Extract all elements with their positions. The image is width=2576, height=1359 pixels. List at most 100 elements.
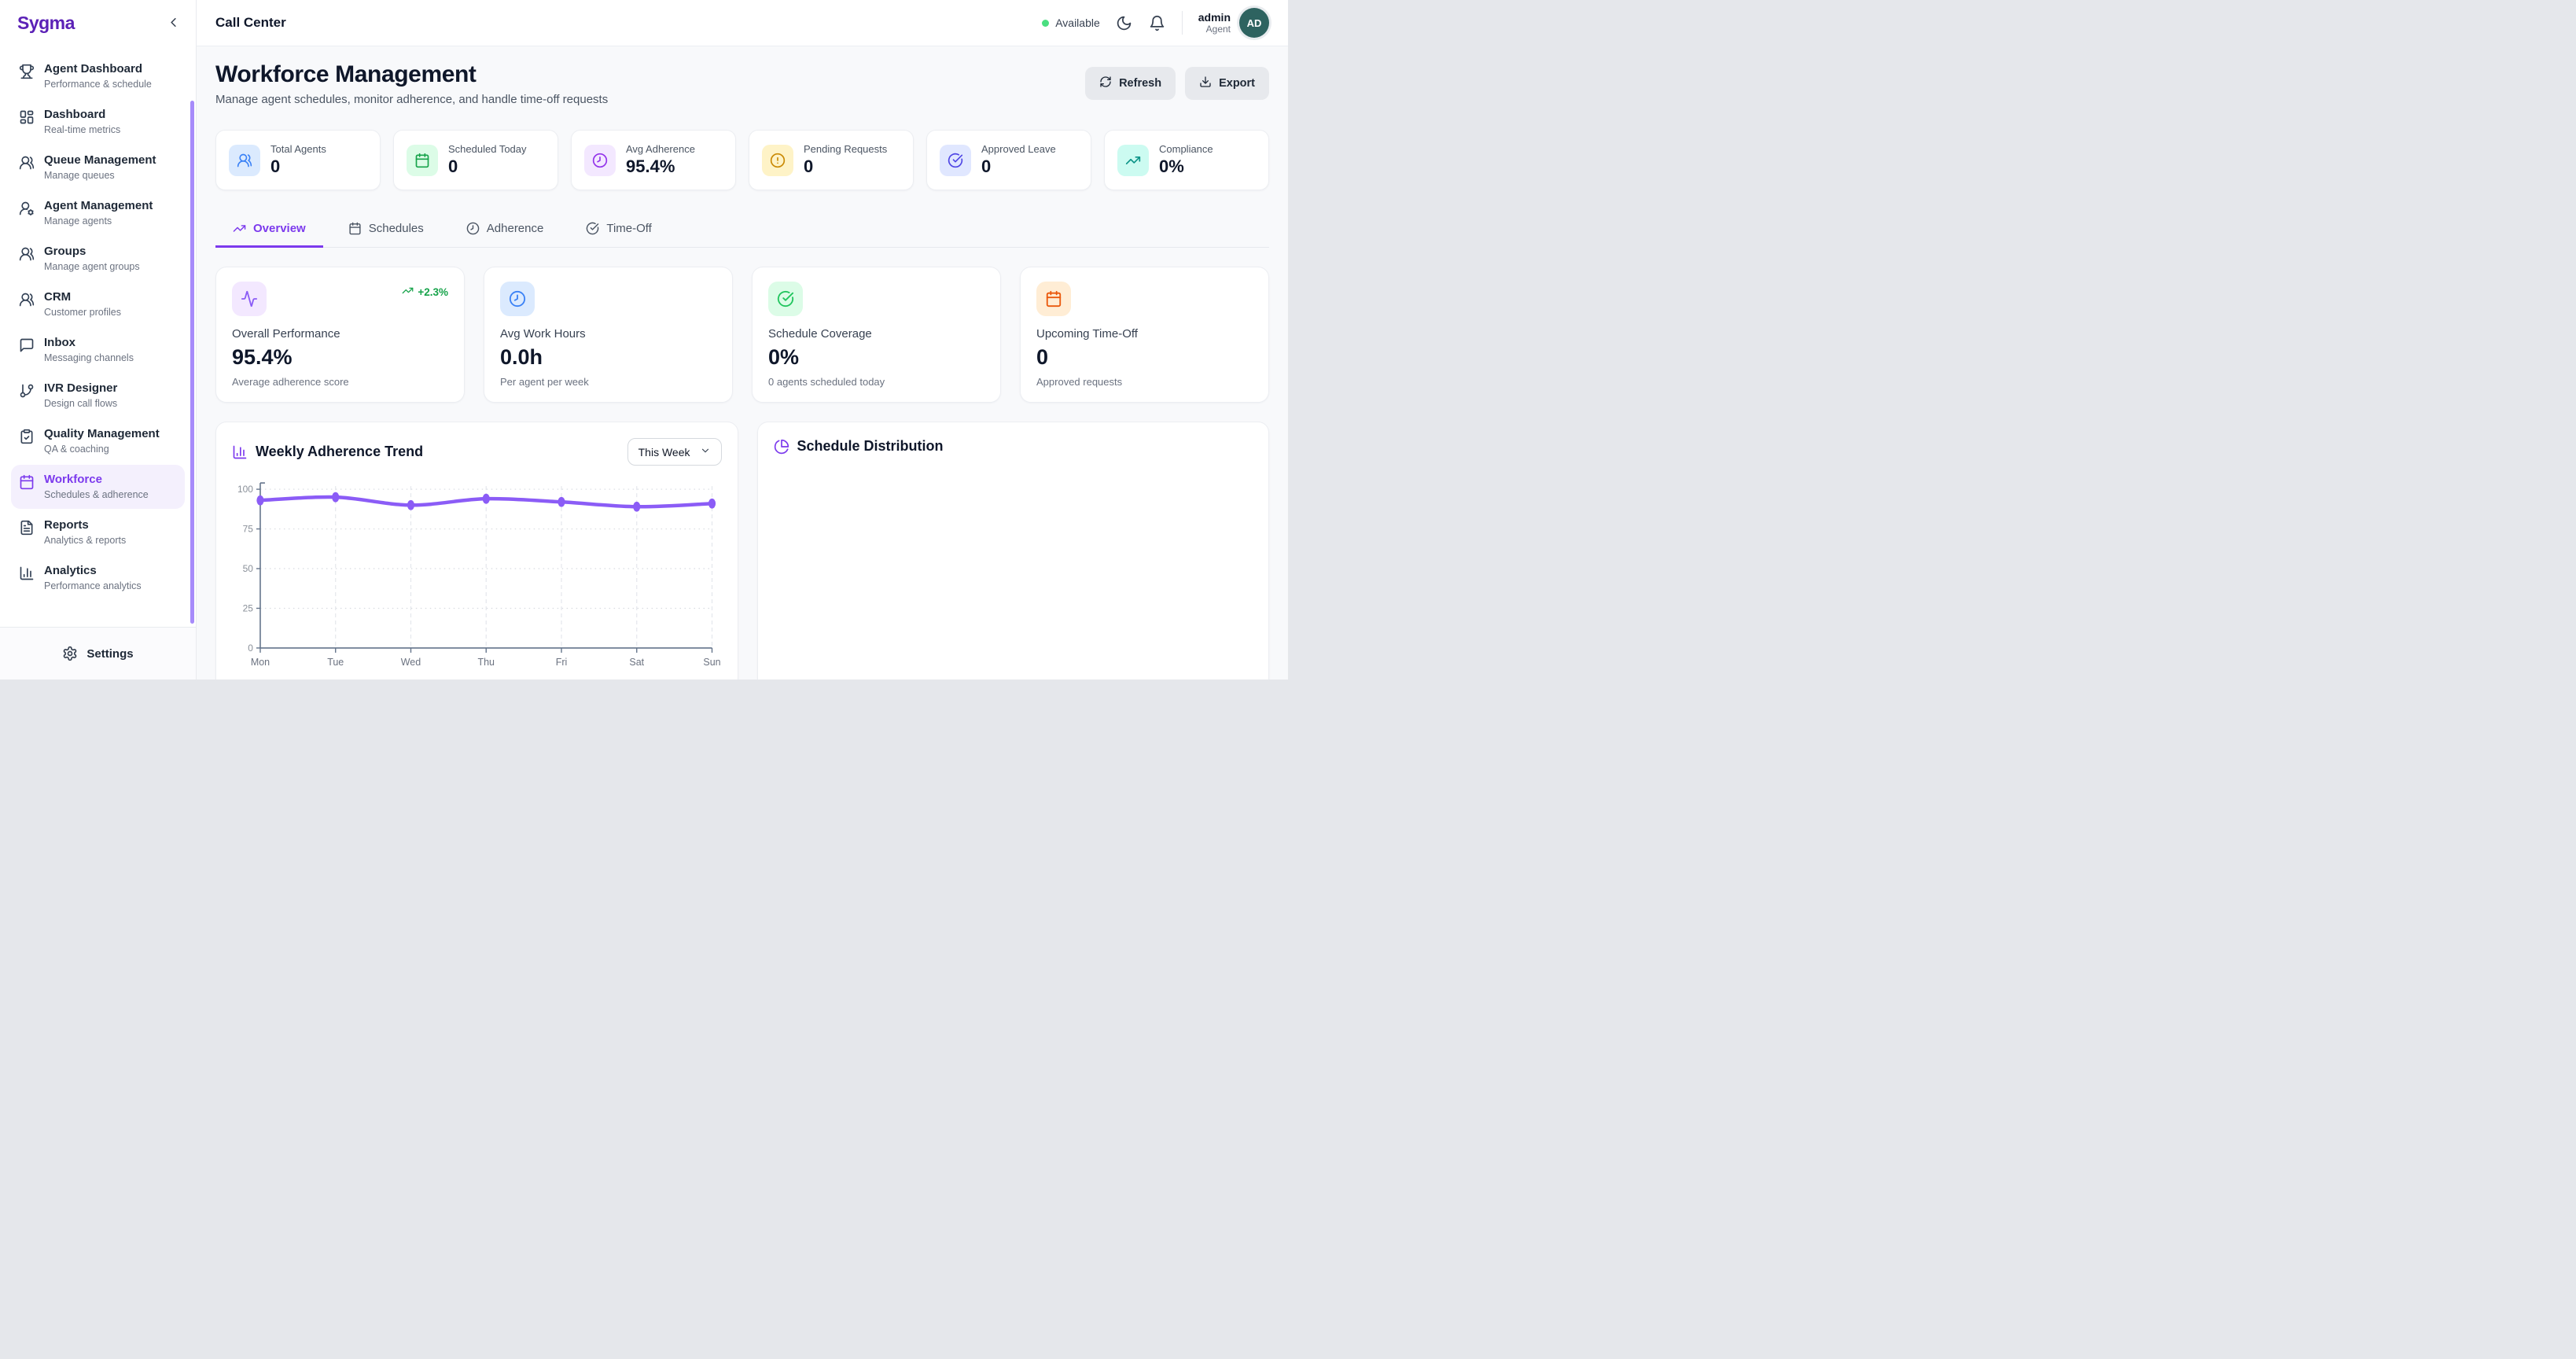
user-role: Agent [1198, 24, 1231, 35]
metric-card-upcoming-time-off: Upcoming Time-Off0Approved requests [1020, 267, 1269, 403]
sidebar-item-analytics[interactable]: AnalyticsPerformance analytics [11, 556, 185, 600]
clipboard-check-icon [19, 429, 35, 444]
svg-text:100: 100 [237, 484, 253, 495]
sidebar-item-label: Agent Dashboard [44, 61, 152, 77]
svg-text:Wed: Wed [401, 657, 421, 668]
trending-up-icon [1117, 145, 1149, 176]
stat-label: Total Agents [270, 143, 326, 155]
divider [1182, 11, 1183, 35]
tab-overview[interactable]: Overview [215, 214, 323, 248]
users-icon [19, 292, 35, 308]
tab-label: Time-Off [606, 222, 652, 235]
settings-label: Settings [86, 647, 133, 661]
status-label: Available [1055, 17, 1100, 29]
chevron-down-icon [700, 445, 711, 459]
dark-mode-toggle[interactable] [1116, 14, 1133, 31]
check-circle-icon [586, 222, 599, 235]
sidebar-item-workforce[interactable]: WorkforceSchedules & adherence [11, 465, 185, 509]
sidebar-item-reports[interactable]: ReportsAnalytics & reports [11, 510, 185, 554]
sidebar-item-queue-management[interactable]: Queue ManagementManage queues [11, 145, 185, 190]
metric-label: Upcoming Time-Off [1036, 327, 1253, 341]
refresh-button[interactable]: Refresh [1085, 67, 1176, 100]
trend-badge-value: +2.3% [418, 286, 448, 298]
alert-circle-icon [762, 145, 793, 176]
status-dot [1042, 20, 1049, 27]
tab-schedules[interactable]: Schedules [331, 214, 441, 248]
chart-column-icon [19, 565, 35, 581]
sidebar-item-groups[interactable]: GroupsManage agent groups [11, 237, 185, 281]
svg-text:25: 25 [243, 602, 254, 613]
sidebar-scrollbar-thumb[interactable] [190, 101, 194, 624]
sidebar-item-agent-dashboard[interactable]: Agent DashboardPerformance & schedule [11, 54, 185, 98]
user-menu[interactable]: admin Agent AD [1198, 8, 1269, 38]
schedule-distribution-panel: Schedule Distribution [757, 422, 1270, 680]
sidebar-item-quality-management[interactable]: Quality ManagementQA & coaching [11, 419, 185, 463]
stat-value: 0% [1159, 157, 1213, 177]
users-icon [19, 155, 35, 171]
metric-value: 0% [768, 345, 984, 369]
sidebar-item-inbox[interactable]: InboxMessaging channels [11, 328, 185, 372]
sidebar-item-ivr-designer[interactable]: IVR DesignerDesign call flows [11, 374, 185, 418]
sidebar-item-sublabel: Messaging channels [44, 352, 134, 365]
sidebar-nav: Agent DashboardPerformance & scheduleDas… [0, 46, 196, 627]
sidebar-item-sublabel: Performance & schedule [44, 78, 152, 91]
stat-value: 0 [981, 157, 1056, 177]
export-label: Export [1219, 77, 1255, 90]
app-window: Sygma Agent DashboardPerformance & sched… [0, 0, 1288, 680]
schedule-distribution-title-row: Schedule Distribution [774, 438, 944, 455]
stat-card-pending-requests: Pending Requests0 [749, 130, 914, 190]
export-button[interactable]: Export [1185, 67, 1269, 100]
avatar[interactable]: AD [1239, 8, 1269, 38]
file-text-icon [19, 520, 35, 536]
sidebar-item-label: Workforce [44, 472, 149, 488]
main-area: Call Center Available admin Agent [197, 0, 1288, 680]
stat-value: 0 [270, 157, 326, 177]
sidebar-item-sublabel: Performance analytics [44, 580, 142, 593]
refresh-icon [1099, 76, 1112, 91]
check-circle-icon [768, 282, 803, 316]
sidebar-item-crm[interactable]: CRMCustomer profiles [11, 282, 185, 326]
metric-value: 0.0h [500, 345, 716, 369]
svg-text:50: 50 [243, 563, 254, 574]
stat-value: 0 [804, 157, 887, 177]
trend-range-select[interactable]: This Week [627, 438, 722, 466]
sidebar-item-label: Quality Management [44, 426, 160, 442]
availability-status[interactable]: Available [1042, 17, 1100, 29]
sidebar-item-dashboard[interactable]: DashboardReal-time metrics [11, 100, 185, 144]
svg-text:Sat: Sat [629, 657, 644, 668]
topbar: Call Center Available admin Agent [197, 0, 1288, 46]
trend-badge: +2.3% [402, 285, 448, 299]
sidebar-item-sublabel: Manage queues [44, 169, 156, 182]
stat-card-scheduled-today: Scheduled Today0 [393, 130, 558, 190]
tab-adherence[interactable]: Adherence [449, 214, 561, 248]
sidebar-collapse-button[interactable] [163, 13, 183, 34]
page-content: Workforce Management Manage agent schedu… [197, 46, 1288, 680]
notifications-button[interactable] [1149, 14, 1166, 31]
metric-card-avg-work-hours: Avg Work Hours0.0hPer agent per week [484, 267, 733, 403]
stat-label: Compliance [1159, 143, 1213, 155]
metric-card-overall-performance: +2.3%Overall Performance95.4%Average adh… [215, 267, 465, 403]
trophy-icon [19, 64, 35, 79]
metrics-row: +2.3%Overall Performance95.4%Average adh… [215, 267, 1269, 403]
bell-icon [1149, 15, 1166, 31]
weekly-adherence-title: Weekly Adherence Trend [256, 444, 423, 460]
sidebar-item-agent-management[interactable]: Agent ManagementManage agents [11, 191, 185, 235]
sidebar-item-label: Analytics [44, 563, 142, 579]
stat-value: 95.4% [626, 157, 695, 177]
clock-icon [500, 282, 535, 316]
svg-text:Sun: Sun [703, 657, 720, 668]
tab-time-off[interactable]: Time-Off [569, 214, 669, 248]
trending-up-icon [402, 285, 414, 299]
bar-chart-icon [232, 444, 248, 460]
sidebar-item-label: Reports [44, 517, 126, 533]
calendar-icon [348, 222, 362, 235]
sidebar-item-sublabel: Analytics & reports [44, 534, 126, 547]
sidebar-item-settings[interactable]: Settings [0, 627, 196, 680]
trend-range-value: This Week [638, 446, 690, 459]
calendar-icon [1036, 282, 1071, 316]
sidebar-item-label: Queue Management [44, 153, 156, 168]
metric-value: 95.4% [232, 345, 448, 369]
user-name: admin [1198, 11, 1231, 24]
sidebar-item-sublabel: QA & coaching [44, 443, 160, 456]
tab-label: Overview [253, 222, 306, 235]
